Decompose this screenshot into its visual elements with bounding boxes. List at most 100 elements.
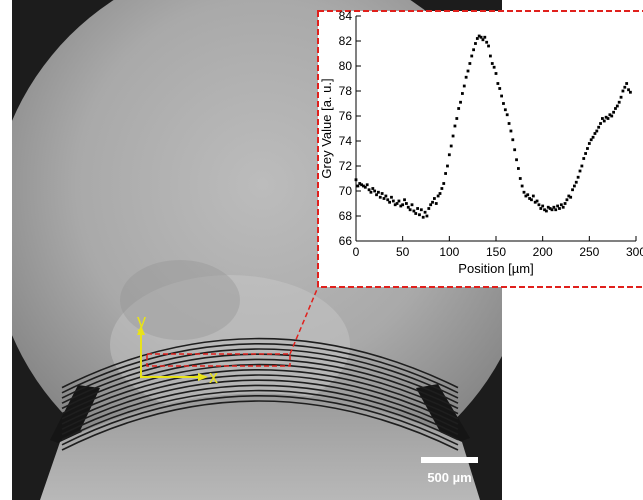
y-tick-label: 70: [339, 184, 353, 198]
data-point: [576, 175, 580, 179]
data-point: [408, 208, 412, 212]
data-point: [505, 113, 509, 117]
data-point: [405, 202, 408, 205]
data-point: [520, 184, 524, 188]
data-point: [548, 207, 552, 210]
data-point: [354, 178, 358, 182]
data-point: [487, 44, 490, 48]
y-axis-label: y: [137, 311, 146, 331]
data-point: [531, 194, 535, 198]
data-point: [362, 184, 365, 188]
channel-line: [61, 389, 459, 441]
data-point: [573, 184, 576, 188]
data-point: [481, 38, 485, 42]
data-point: [412, 209, 416, 213]
data-point: [375, 193, 378, 197]
y-tick-label: 66: [339, 234, 353, 248]
x-tick-label: 200: [533, 245, 553, 259]
channel-line: [61, 358, 459, 410]
channel-line: [61, 337, 459, 389]
data-point: [612, 110, 615, 114]
data-point: [563, 202, 567, 205]
data-point: [406, 205, 410, 209]
data-point: [466, 69, 470, 73]
data-point: [429, 203, 433, 207]
data-point: [571, 188, 574, 192]
data-point: [419, 208, 423, 212]
data-point: [414, 212, 418, 215]
data-point: [459, 100, 462, 104]
data-point: [358, 182, 362, 185]
data-point: [511, 138, 515, 142]
data-point: [397, 199, 401, 203]
data-point: [356, 184, 360, 188]
data-point: [623, 85, 627, 89]
data-point: [625, 82, 629, 85]
data-point: [434, 202, 438, 205]
data-point: [589, 138, 593, 142]
data-point: [621, 89, 625, 93]
data-point: [423, 210, 427, 214]
data-point: [604, 115, 608, 119]
data-point: [403, 198, 406, 202]
data-point: [608, 113, 612, 117]
data-point: [427, 207, 431, 210]
data-point: [535, 199, 539, 203]
data-point: [393, 203, 397, 207]
axis-indicator: y x: [137, 311, 218, 387]
data-point: [399, 204, 403, 208]
scale-bar-label: 500 µm: [427, 470, 471, 485]
x-tick-label: 0: [353, 245, 360, 259]
data-point: [384, 194, 388, 198]
data-point: [431, 200, 434, 204]
data-point: [526, 193, 530, 197]
data-point: [438, 192, 442, 195]
y-tick-label: 80: [339, 59, 353, 73]
data-point: [627, 88, 630, 92]
data-point: [483, 35, 487, 39]
data-point: [365, 183, 369, 187]
data-point: [629, 90, 632, 94]
data-point: [574, 180, 578, 184]
y-tick-label: 74: [339, 134, 353, 148]
data-point: [584, 152, 587, 155]
data-point: [455, 117, 459, 120]
data-point: [367, 188, 371, 192]
data-point: [447, 153, 451, 157]
data-point: [586, 147, 589, 150]
data-point: [479, 35, 483, 39]
data-point: [580, 164, 584, 168]
data-point: [546, 205, 550, 209]
data-point: [457, 107, 461, 110]
data-point: [502, 102, 505, 105]
data-point: [569, 195, 573, 199]
data-point: [391, 199, 395, 203]
x-tick-label: 50: [396, 245, 410, 259]
shadow-region: [120, 260, 240, 340]
data-point: [418, 213, 421, 217]
data-point: [464, 75, 468, 79]
data-point: [382, 197, 386, 200]
data-point: [619, 95, 623, 99]
channel-line: [61, 363, 459, 415]
channel-line: [61, 343, 459, 394]
data-point: [513, 148, 517, 152]
x-axis-label: x: [209, 367, 218, 387]
inset-chart: 0 50 100 150 200 250 300 66687072747678808284 …: [319, 9, 643, 276]
data-point: [528, 197, 531, 200]
data-point: [582, 157, 586, 160]
data-point: [489, 54, 492, 58]
data-point: [601, 117, 604, 120]
data-point: [477, 34, 481, 38]
data-point: [496, 82, 500, 85]
data-point: [559, 203, 563, 207]
data-point: [617, 100, 621, 104]
data-point: [442, 182, 446, 185]
data-point: [530, 198, 533, 202]
data-point: [468, 62, 472, 65]
data-point: [440, 187, 444, 190]
data-point: [593, 132, 597, 135]
y-tick-label: 84: [339, 9, 353, 23]
data-point: [360, 183, 363, 187]
